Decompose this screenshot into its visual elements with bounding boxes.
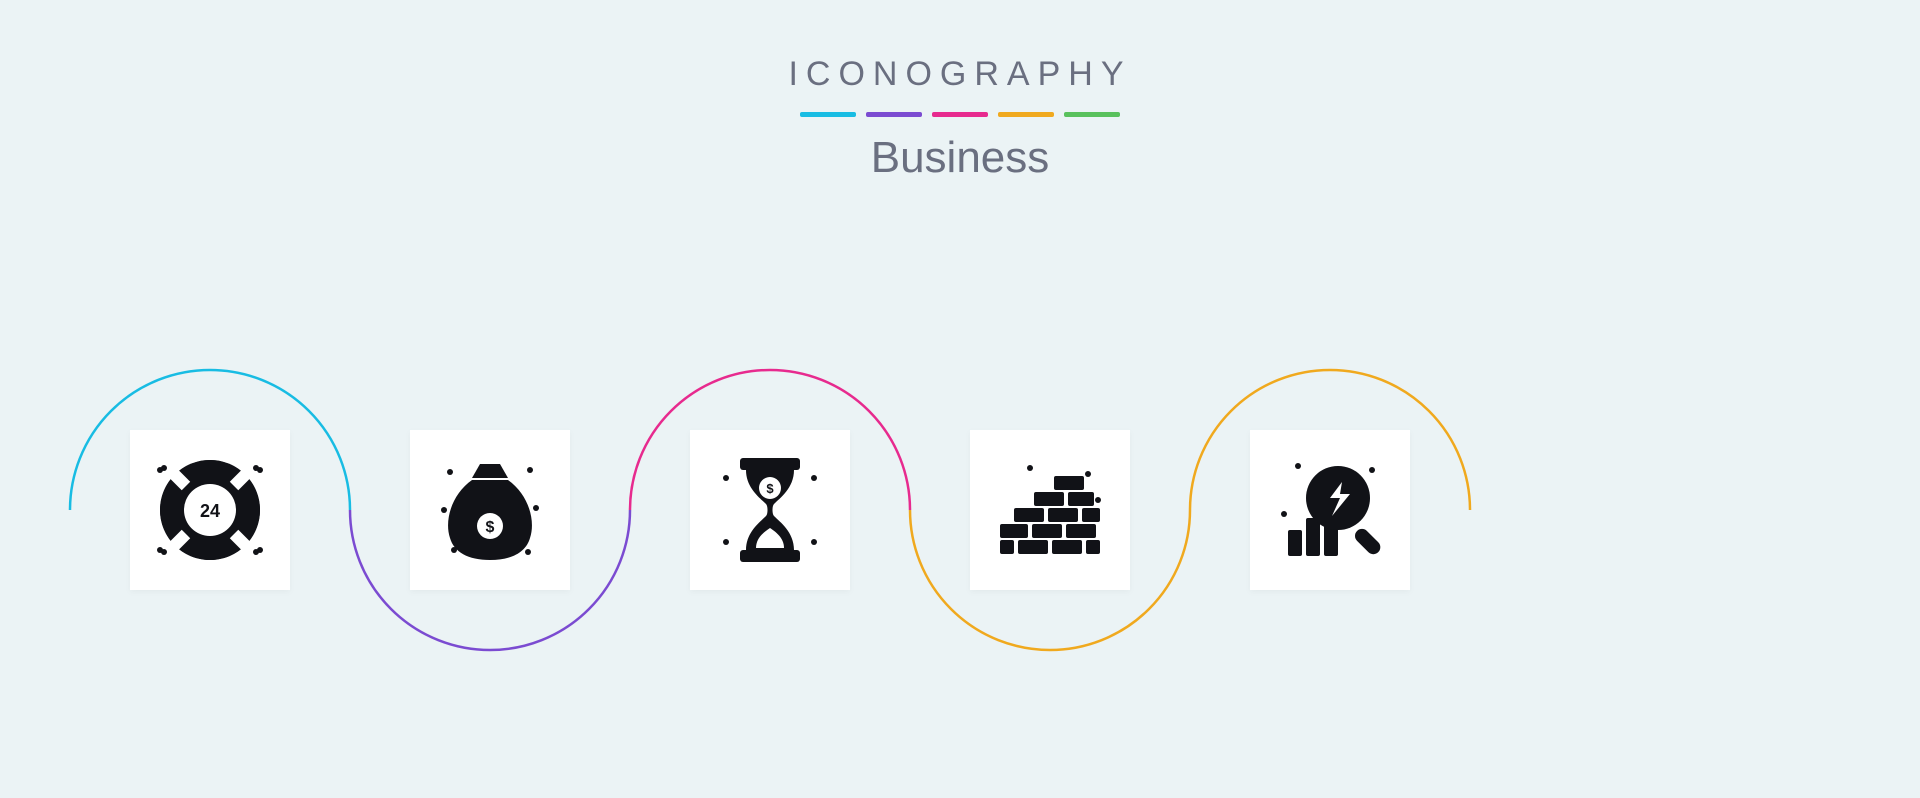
lifebuoy-24-icon: 24 24 — [130, 430, 290, 590]
icon-card: $ — [690, 430, 850, 590]
strip-5 — [1064, 112, 1120, 117]
icon-card: $ — [410, 430, 570, 590]
icon-card: 24 24 — [130, 430, 290, 590]
icon-card — [1250, 430, 1410, 590]
divider-strip — [0, 112, 1920, 117]
brick-wall-icon — [970, 430, 1130, 590]
icon-card — [970, 430, 1130, 590]
title-top: ICONOGRAPHY — [0, 55, 1920, 94]
strip-3 — [932, 112, 988, 117]
subtitle: Business — [0, 133, 1920, 183]
money-bag-icon: $ — [410, 430, 570, 590]
wave-area: 24 24 $ — [0, 300, 1920, 720]
header: ICONOGRAPHY Business — [0, 0, 1920, 183]
strip-2 — [866, 112, 922, 117]
strip-1 — [800, 112, 856, 117]
hourglass-dollar-icon: $ — [690, 430, 850, 590]
magnifier-chart-icon — [1250, 430, 1410, 590]
svg-text:$: $ — [486, 519, 495, 536]
svg-text:$: $ — [766, 481, 774, 496]
strip-4 — [998, 112, 1054, 117]
svg-text:24: 24 — [200, 501, 220, 521]
